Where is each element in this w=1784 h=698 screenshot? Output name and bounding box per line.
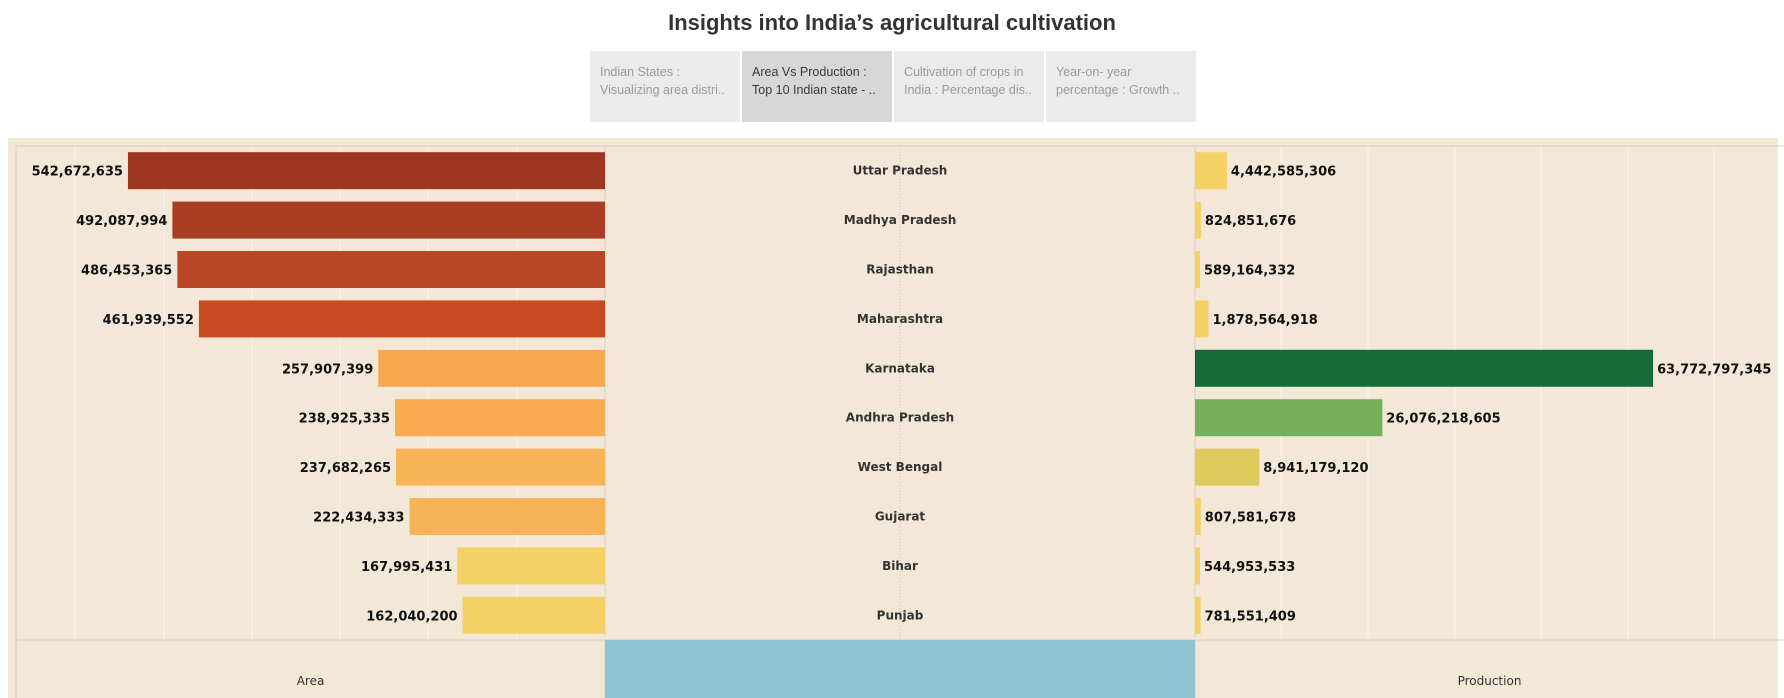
area-bar bbox=[396, 448, 605, 486]
production-value-label: 544,953,533 bbox=[1204, 560, 1295, 575]
area-bar bbox=[177, 251, 605, 288]
tab-label-line1: Indian States : bbox=[600, 65, 680, 79]
production-value-label: 26,076,218,605 bbox=[1386, 412, 1500, 427]
state-label: Uttar Pradesh bbox=[853, 164, 948, 178]
page-title: Insights into India’s agricultural culti… bbox=[668, 10, 1116, 35]
production-bar bbox=[1195, 300, 1209, 338]
state-label: Punjab bbox=[877, 608, 924, 622]
area-value-label: 492,087,994 bbox=[76, 214, 167, 229]
state-label: Madhya Pradesh bbox=[844, 213, 957, 227]
tab-label-line2: percentage : Growth .. bbox=[1056, 83, 1180, 97]
state-label: Bihar bbox=[882, 559, 918, 573]
tab-label-line1: Cultivation of crops in bbox=[904, 65, 1024, 79]
area-value-label: 167,995,431 bbox=[361, 560, 452, 575]
area-value-label: 257,907,399 bbox=[282, 362, 373, 377]
area-value-label: 237,682,265 bbox=[300, 461, 391, 476]
area-bar bbox=[457, 547, 605, 585]
state-label: West Bengal bbox=[858, 460, 943, 474]
tab-label-line2: India : Percentage dis.. bbox=[904, 83, 1032, 97]
area-bar bbox=[462, 596, 605, 634]
production-bar bbox=[1195, 349, 1654, 387]
area-bar bbox=[198, 300, 606, 338]
footer-center-band bbox=[605, 640, 1195, 698]
state-label: Andhra Pradesh bbox=[846, 411, 954, 425]
area-value-label: 238,925,335 bbox=[299, 412, 390, 427]
tab-label-line2: Visualizing area distri.. bbox=[600, 83, 725, 97]
production-bar bbox=[1195, 251, 1200, 288]
area-value-label: 222,434,333 bbox=[313, 511, 404, 526]
state-label: Karnataka bbox=[865, 361, 935, 375]
production-value-label: 824,851,676 bbox=[1205, 214, 1296, 229]
production-value-label: 589,164,332 bbox=[1204, 264, 1295, 279]
production-value-label: 807,581,678 bbox=[1205, 511, 1296, 526]
tab-cultivation-of-crops[interactable]: Cultivation of crops in India : Percenta… bbox=[894, 51, 1044, 122]
production-axis-label: Production bbox=[1458, 674, 1522, 688]
area-bar bbox=[394, 399, 605, 437]
area-bar bbox=[127, 152, 606, 190]
area-axis-label: Area bbox=[297, 674, 325, 688]
state-label: Rajasthan bbox=[866, 263, 934, 277]
state-label: Gujarat bbox=[875, 510, 926, 524]
tab-area-vs-production[interactable]: Area Vs Production : Top 10 Indian state… bbox=[742, 51, 892, 122]
production-value-label: 1,878,564,918 bbox=[1212, 313, 1317, 328]
story-tabs: Indian States : Visualizing area distri.… bbox=[590, 51, 1196, 122]
production-bar bbox=[1195, 596, 1201, 634]
production-bar bbox=[1195, 399, 1383, 437]
production-bar bbox=[1195, 448, 1260, 486]
tab-label-line1: Area Vs Production : bbox=[752, 65, 867, 79]
area-value-label: 542,672,635 bbox=[32, 165, 123, 180]
production-value-label: 63,772,797,345 bbox=[1657, 362, 1771, 377]
production-value-label: 4,442,585,306 bbox=[1231, 165, 1336, 180]
production-value-label: 8,941,179,120 bbox=[1263, 461, 1368, 476]
area-value-label: 486,453,365 bbox=[81, 264, 172, 279]
area-bar bbox=[378, 349, 605, 387]
production-bar bbox=[1195, 498, 1201, 535]
state-label: Maharashtra bbox=[857, 312, 943, 326]
area-value-label: 461,939,552 bbox=[103, 313, 194, 328]
area-value-label: 162,040,200 bbox=[366, 609, 457, 624]
tab-label-line2: Top 10 Indian state - .. bbox=[752, 83, 876, 97]
tab-indian-states[interactable]: Indian States : Visualizing area distri.… bbox=[590, 51, 740, 122]
production-value-label: 781,551,409 bbox=[1205, 609, 1296, 624]
area-bar bbox=[409, 498, 605, 535]
production-bar bbox=[1195, 547, 1200, 585]
production-bar bbox=[1195, 152, 1227, 190]
production-bar bbox=[1195, 201, 1201, 239]
tab-year-on-year[interactable]: Year-on- year percentage : Growth .. bbox=[1046, 51, 1196, 122]
area-bar bbox=[172, 201, 605, 239]
tab-label-line1: Year-on- year bbox=[1056, 65, 1132, 79]
